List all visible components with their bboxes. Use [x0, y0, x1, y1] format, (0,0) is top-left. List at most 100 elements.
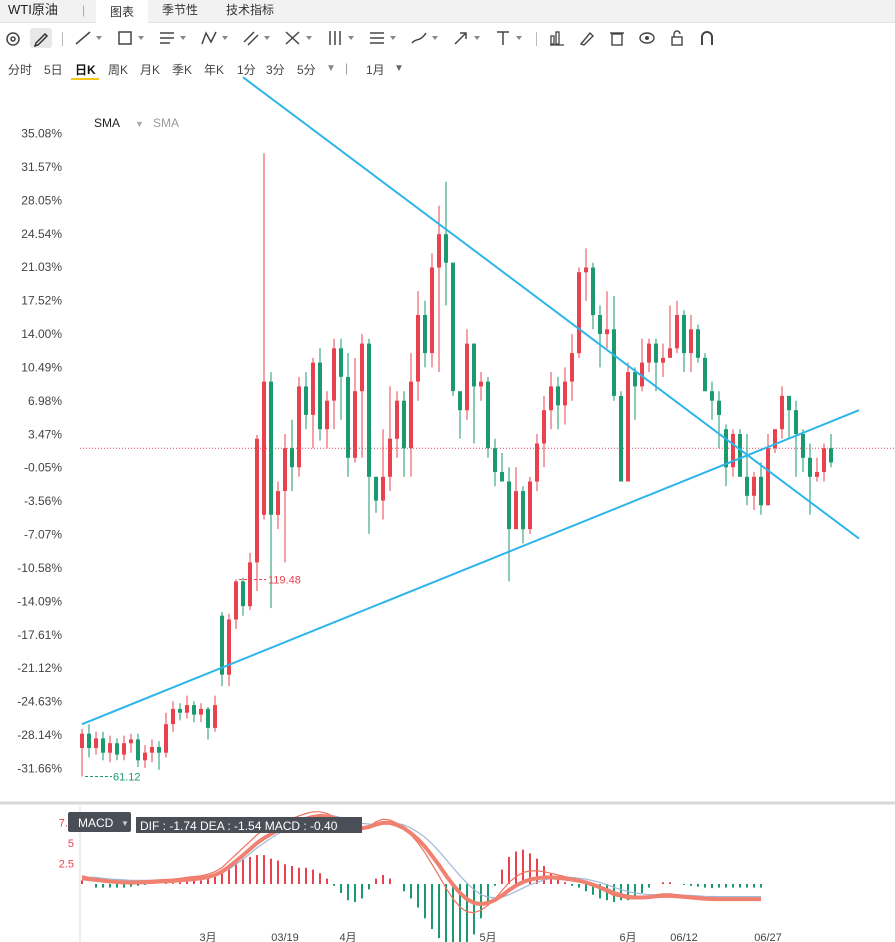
candle — [682, 310, 686, 373]
candle — [143, 745, 147, 768]
period-quarterly[interactable]: 季K — [172, 63, 193, 77]
period-dropdown-icon[interactable]: ▼ — [326, 63, 336, 74]
range-select[interactable]: 1月 — [366, 63, 385, 77]
y-tick-label: 24.54% — [21, 227, 62, 241]
candle-body — [717, 400, 721, 415]
candle — [451, 262, 455, 396]
candle — [164, 712, 168, 758]
period-3min[interactable]: 3分 — [266, 63, 285, 77]
x-tick-label: 3月 — [199, 932, 216, 942]
y-tick-label: 21.03% — [21, 260, 62, 274]
cursor-icon[interactable] — [2, 28, 24, 48]
period-daily[interactable]: 日K — [75, 63, 96, 77]
candle-body — [633, 372, 637, 387]
candle — [87, 724, 91, 758]
candle — [192, 701, 196, 723]
parallel-channel-icon[interactable] — [240, 28, 270, 48]
candle-body — [808, 457, 812, 477]
tab-chart[interactable]: 图表 — [96, 0, 148, 24]
sma-dropdown-icon[interactable]: ▼ — [135, 119, 144, 129]
candle-body — [829, 448, 833, 463]
period-monthly[interactable]: 月K — [140, 63, 161, 77]
magnet-icon[interactable] — [696, 28, 718, 48]
trendlines[interactable] — [81, 76, 860, 726]
candle-body — [577, 272, 581, 354]
arrow-icon[interactable] — [450, 28, 480, 48]
macd-smooth-line — [81, 813, 761, 907]
x-axis: 3月 03/19 4月 5月 6月 06/12 06/27 — [199, 932, 781, 942]
candle — [213, 695, 217, 732]
candle-body — [241, 581, 245, 607]
candle — [430, 253, 434, 368]
candle — [591, 262, 595, 330]
candle-body — [619, 395, 623, 482]
period-selector: 分时 5日 日K 周K 月K 季K 年K 1分 3分 5分 ▼ | 1月 ▼ — [8, 61, 404, 77]
candle — [507, 467, 511, 582]
candle — [248, 552, 252, 610]
fork-icon[interactable] — [282, 28, 312, 48]
candle — [724, 424, 728, 487]
period-yearly[interactable]: 年K — [204, 63, 225, 77]
candle-body — [549, 386, 553, 411]
candle-body — [367, 343, 371, 477]
candle-body — [710, 391, 714, 401]
brush-icon[interactable] — [408, 28, 438, 48]
fib-levels-icon[interactable] — [366, 28, 396, 48]
edit-icon[interactable] — [576, 28, 598, 48]
candle-body — [276, 491, 280, 515]
candle — [444, 181, 448, 306]
candle — [185, 695, 189, 719]
candle-body — [332, 348, 336, 401]
extreme-labels: 119.48 61.12 — [85, 575, 301, 783]
sma-secondary-label[interactable]: SMA — [153, 116, 179, 130]
candle — [458, 391, 462, 439]
min-price-label: 61.12 — [113, 771, 141, 783]
macd-selector[interactable] — [68, 812, 131, 832]
range-dropdown-icon[interactable]: ▼ — [394, 63, 404, 74]
sma-label[interactable]: SMA — [94, 116, 120, 130]
candle-body — [759, 476, 763, 506]
trendline[interactable] — [242, 76, 860, 540]
candle — [654, 338, 658, 392]
trend-line-icon[interactable] — [72, 28, 102, 48]
zigzag-icon[interactable] — [198, 28, 228, 48]
vertical-lines-icon[interactable] — [324, 28, 354, 48]
candle-body — [654, 343, 658, 363]
candle-body — [787, 395, 791, 411]
tab-seasonality[interactable]: 季节性 — [162, 3, 199, 17]
period-weekly[interactable]: 周K — [108, 63, 129, 77]
period-5min[interactable]: 5分 — [297, 63, 316, 77]
candle — [283, 434, 287, 563]
candle-body — [430, 267, 434, 354]
candle-body — [94, 738, 98, 748]
y-tick-label: -10.58% — [17, 561, 62, 575]
candle — [311, 357, 315, 449]
candle-body — [87, 733, 91, 748]
trendline[interactable] — [81, 409, 860, 726]
rectangle-icon[interactable] — [114, 28, 144, 48]
y-tick-label: -21.12% — [17, 661, 62, 675]
candle — [276, 481, 280, 530]
macd-dropdown-icon[interactable]: ▼ — [121, 819, 129, 828]
period-5day[interactable]: 5日 — [44, 63, 63, 77]
horizontal-lines-icon[interactable] — [156, 28, 186, 48]
lock-icon[interactable] — [666, 28, 688, 48]
trash-icon[interactable] — [606, 28, 628, 48]
candle — [353, 357, 357, 463]
candle — [178, 703, 182, 721]
candle-body — [661, 357, 665, 363]
candle-body — [192, 705, 196, 715]
eye-icon[interactable] — [636, 28, 658, 48]
text-icon[interactable] — [492, 28, 522, 48]
candle-body — [626, 372, 630, 482]
symbol-title: WTI原油 — [8, 2, 58, 17]
candle — [752, 472, 756, 511]
pencil-icon[interactable] — [30, 28, 52, 48]
period-intraday[interactable]: 分时 — [8, 63, 33, 77]
candle-body — [178, 708, 182, 713]
tab-technical-indicators[interactable]: 技术指标 — [226, 3, 275, 17]
bar-chart-icon[interactable] — [546, 28, 568, 48]
candle — [325, 391, 329, 449]
period-1min[interactable]: 1分 — [237, 63, 256, 77]
